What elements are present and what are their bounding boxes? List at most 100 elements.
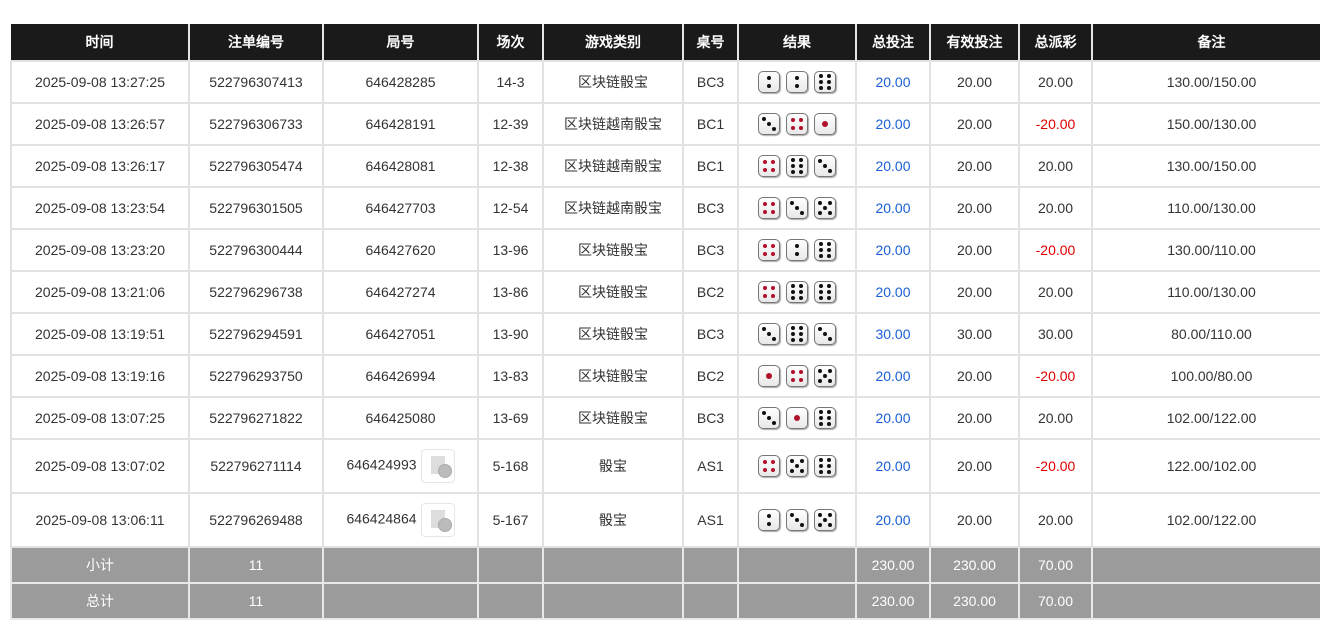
- dice-result: [738, 354, 857, 398]
- table-header: 时间 注单编号 局号 场次 游戏类别 桌号 结果 总投注 有效投注 总派彩 备注: [11, 24, 1320, 61]
- subtotal-valid-bet: 230.00: [930, 546, 1020, 584]
- bet-time: 2025-09-08 13:07:02: [10, 438, 190, 494]
- payout: 20.00: [1019, 396, 1093, 440]
- total-bet-link[interactable]: 20.00: [856, 270, 931, 314]
- bet-id: 522796305474: [189, 144, 324, 188]
- table-row: 2025-09-08 13:26:17 522796305474 6464280…: [10, 144, 1320, 188]
- game-type: 区块链骰宝: [543, 270, 684, 314]
- table-row: 2025-09-08 13:26:57 522796306733 6464281…: [10, 102, 1320, 146]
- header-table-no[interactable]: 桌号: [683, 24, 739, 61]
- bet-time: 2025-09-08 13:21:06: [10, 270, 190, 314]
- die-4-icon: [786, 113, 808, 135]
- note: 110.00/130.00: [1092, 270, 1320, 314]
- session: 12-39: [478, 102, 544, 146]
- total-bet-link[interactable]: 20.00: [856, 60, 931, 104]
- dice-result: [738, 492, 857, 548]
- total-bet-link[interactable]: 20.00: [856, 144, 931, 188]
- bet-time: 2025-09-08 13:26:57: [10, 102, 190, 146]
- payout: -20.00: [1019, 228, 1093, 272]
- video-replay-icon[interactable]: [420, 503, 455, 537]
- note: 130.00/110.00: [1092, 228, 1320, 272]
- subtotal-payout: 70.00: [1019, 546, 1093, 584]
- table-row: 2025-09-08 13:23:20 522796300444 6464276…: [10, 228, 1320, 272]
- note: 150.00/130.00: [1092, 102, 1320, 146]
- header-payout[interactable]: 总派彩: [1019, 24, 1093, 61]
- header-round[interactable]: 局号: [323, 24, 479, 61]
- total-bet-link[interactable]: 20.00: [856, 102, 931, 146]
- round-cell: 646425080: [323, 396, 479, 440]
- die-1-icon: [786, 407, 808, 429]
- game-type: 区块链骰宝: [543, 396, 684, 440]
- header-total-bet[interactable]: 总投注: [856, 24, 931, 61]
- game-type: 骰宝: [543, 438, 684, 494]
- note: 110.00/130.00: [1092, 186, 1320, 230]
- bet-time: 2025-09-08 13:19:16: [10, 354, 190, 398]
- dice-result: [738, 102, 857, 146]
- total-bet-link[interactable]: 30.00: [856, 312, 931, 356]
- total-bet-link[interactable]: 20.00: [856, 354, 931, 398]
- total-bet-link[interactable]: 20.00: [856, 492, 931, 548]
- bet-time: 2025-09-08 13:06:11: [10, 492, 190, 548]
- round-id: 646424993: [346, 456, 417, 473]
- dice-result: [738, 186, 857, 230]
- table-no: BC3: [683, 228, 739, 272]
- round-cell: 646424993: [323, 438, 479, 494]
- subtotal-total-bet: 230.00: [856, 546, 931, 584]
- round-cell: 646427703: [323, 186, 479, 230]
- table-no: BC3: [683, 60, 739, 104]
- die-3-icon: [814, 155, 836, 177]
- table-no: BC1: [683, 102, 739, 146]
- die-5-icon: [786, 455, 808, 477]
- total-bet-link[interactable]: 20.00: [856, 228, 931, 272]
- table-row: 2025-09-08 13:23:54 522796301505 6464277…: [10, 186, 1320, 230]
- die-4-icon: [758, 155, 780, 177]
- dice-result: [738, 144, 857, 188]
- session: 12-38: [478, 144, 544, 188]
- total-bet-link[interactable]: 20.00: [856, 438, 931, 494]
- bet-id: 522796269488: [189, 492, 324, 548]
- game-type: 区块链越南骰宝: [543, 186, 684, 230]
- total-bet-link[interactable]: 20.00: [856, 396, 931, 440]
- total-payout: 70.00: [1019, 582, 1093, 620]
- header-bet-id[interactable]: 注单编号: [189, 24, 324, 61]
- valid-bet: 20.00: [930, 396, 1020, 440]
- round-cell: 646428285: [323, 60, 479, 104]
- total-label: 总计: [10, 582, 190, 620]
- header-game-type[interactable]: 游戏类别: [543, 24, 684, 61]
- subtotal-label: 小计: [10, 546, 190, 584]
- header-note[interactable]: 备注: [1092, 24, 1320, 61]
- die-6-icon: [814, 281, 836, 303]
- video-replay-icon[interactable]: [420, 449, 455, 483]
- table-no: AS1: [683, 492, 739, 548]
- session: 13-83: [478, 354, 544, 398]
- die-3-icon: [758, 113, 780, 135]
- payout: 20.00: [1019, 144, 1093, 188]
- header-valid-bet[interactable]: 有效投注: [930, 24, 1020, 61]
- bet-id: 522796301505: [189, 186, 324, 230]
- game-type: 骰宝: [543, 492, 684, 548]
- valid-bet: 20.00: [930, 492, 1020, 548]
- round-cell: 646424864: [323, 492, 479, 548]
- game-type: 区块链骰宝: [543, 228, 684, 272]
- note: 122.00/102.00: [1092, 438, 1320, 494]
- bet-id: 522796294591: [189, 312, 324, 356]
- subtotal-row: 小计 11 230.00 230.00 70.00: [10, 546, 1320, 584]
- total-row: 总计 11 230.00 230.00 70.00: [10, 582, 1320, 620]
- valid-bet: 20.00: [930, 228, 1020, 272]
- header-session[interactable]: 场次: [478, 24, 544, 61]
- header-time[interactable]: 时间: [11, 24, 190, 61]
- dice-result: [738, 60, 857, 104]
- bet-time: 2025-09-08 13:26:17: [10, 144, 190, 188]
- payout: 20.00: [1019, 60, 1093, 104]
- header-result[interactable]: 结果: [738, 24, 857, 61]
- die-4-icon: [758, 455, 780, 477]
- game-type: 区块链越南骰宝: [543, 102, 684, 146]
- table-row: 2025-09-08 13:06:11 522796269488 6464248…: [10, 492, 1320, 548]
- table-no: BC1: [683, 144, 739, 188]
- die-6-icon: [814, 407, 836, 429]
- note: 80.00/110.00: [1092, 312, 1320, 356]
- session: 13-90: [478, 312, 544, 356]
- die-3-icon: [786, 197, 808, 219]
- total-bet-link[interactable]: 20.00: [856, 186, 931, 230]
- bet-time: 2025-09-08 13:07:25: [10, 396, 190, 440]
